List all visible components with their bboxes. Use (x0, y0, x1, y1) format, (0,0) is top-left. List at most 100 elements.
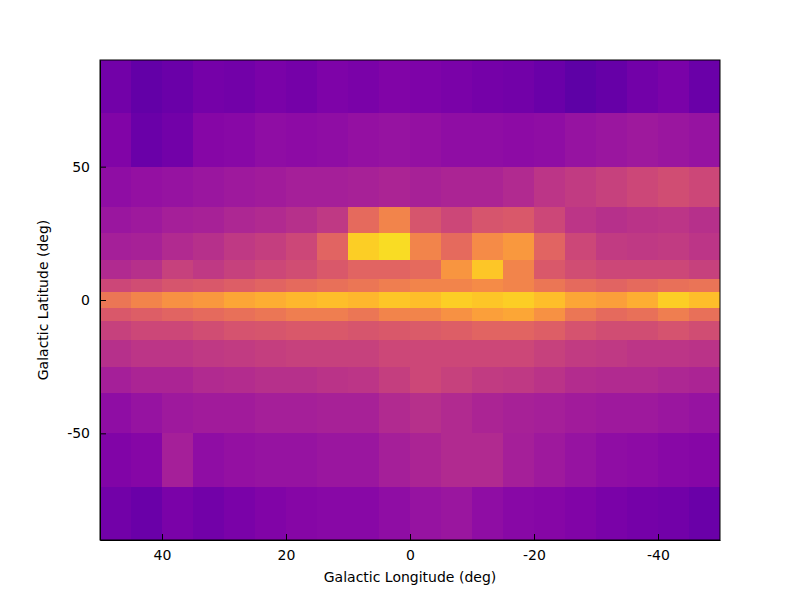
heat-cell (503, 207, 535, 234)
heat-cell (162, 308, 194, 322)
heat-cell (503, 367, 535, 394)
heat-cell (286, 308, 318, 322)
heat-cell (379, 433, 411, 487)
heat-cell (193, 321, 225, 340)
heat-cell (689, 260, 720, 279)
heat-cell (162, 279, 194, 293)
heat-cell (441, 433, 473, 487)
heat-cell (503, 292, 535, 309)
heat-cell (193, 207, 225, 234)
heat-cell (596, 321, 628, 340)
heat-cell (224, 60, 256, 114)
heat-cell (534, 292, 566, 309)
heat-cell (348, 60, 380, 114)
heat-cell (441, 308, 473, 322)
heat-cell (286, 321, 318, 340)
y-axis-title: Galactic Latitude (deg) (35, 220, 51, 381)
heat-cell (503, 340, 535, 367)
heat-cell (472, 321, 504, 340)
heat-cell (658, 321, 690, 340)
heat-cell (441, 207, 473, 234)
heat-cell (596, 308, 628, 322)
heat-cell (348, 233, 380, 260)
heat-cell (286, 292, 318, 309)
heat-cell (658, 308, 690, 322)
heat-cell (534, 260, 566, 279)
heat-cell (100, 340, 132, 367)
heat-cell (596, 433, 628, 487)
heat-cell (472, 308, 504, 322)
heat-cell (317, 233, 349, 260)
heat-cell (100, 367, 132, 394)
heat-cell (317, 167, 349, 208)
heat-cell (348, 340, 380, 367)
heat-cell (379, 233, 411, 260)
heat-cell (255, 60, 287, 114)
heat-cell (193, 340, 225, 367)
heat-cell (224, 113, 256, 167)
heat-cell (255, 113, 287, 167)
heat-cell (379, 279, 411, 293)
heat-cell (596, 113, 628, 167)
heat-cell (317, 487, 349, 540)
heat-cell (193, 279, 225, 293)
heat-cell (503, 321, 535, 340)
heat-cell (317, 113, 349, 167)
tick: 40 (154, 534, 172, 563)
heat-cell (348, 113, 380, 167)
heat-cell (348, 167, 380, 208)
heat-cell (224, 279, 256, 293)
heat-cell (503, 487, 535, 540)
tick-label: -20 (523, 547, 546, 563)
heat-cell (162, 207, 194, 234)
heat-cell (534, 308, 566, 322)
heat-cell (410, 207, 442, 234)
tick: 0 (406, 534, 415, 563)
tick-mark (658, 534, 659, 540)
heat-cell (379, 260, 411, 279)
heat-cell (162, 113, 194, 167)
heat-cell (379, 167, 411, 208)
heat-cell (131, 279, 163, 293)
heat-cell (317, 260, 349, 279)
tick-mark (162, 534, 163, 540)
tick: 50 (72, 159, 106, 175)
heat-cell (658, 260, 690, 279)
tick-label: -40 (647, 547, 670, 563)
heat-cell (100, 487, 132, 540)
heat-cell (410, 279, 442, 293)
heat-cell (224, 340, 256, 367)
heat-cell (689, 487, 720, 540)
heat-cell (534, 279, 566, 293)
heat-cell (689, 340, 720, 367)
heat-cell (317, 367, 349, 394)
heat-cell (162, 367, 194, 394)
heat-cell (255, 167, 287, 208)
heat-cell (596, 279, 628, 293)
heat-cell (441, 340, 473, 367)
heat-cell (472, 260, 504, 279)
heat-cell (565, 433, 597, 487)
heat-cell (534, 321, 566, 340)
heat-cell (379, 340, 411, 367)
tick-label: -50 (67, 425, 90, 441)
heat-cell (255, 321, 287, 340)
heat-cell (193, 113, 225, 167)
heat-cell (131, 207, 163, 234)
heat-cell (627, 393, 659, 434)
heat-cell (224, 393, 256, 434)
frame (100, 60, 720, 540)
heat-cell (348, 321, 380, 340)
heat-cell (410, 167, 442, 208)
heat-cell (410, 292, 442, 309)
heat-cell (255, 433, 287, 487)
heat-cell (348, 207, 380, 234)
heat-cell (131, 167, 163, 208)
heat-cell (565, 279, 597, 293)
heat-cell (255, 207, 287, 234)
heat-cell (193, 487, 225, 540)
heat-cell (348, 308, 380, 322)
heat-cell (224, 433, 256, 487)
heat-cell (441, 167, 473, 208)
heat-cell (596, 207, 628, 234)
